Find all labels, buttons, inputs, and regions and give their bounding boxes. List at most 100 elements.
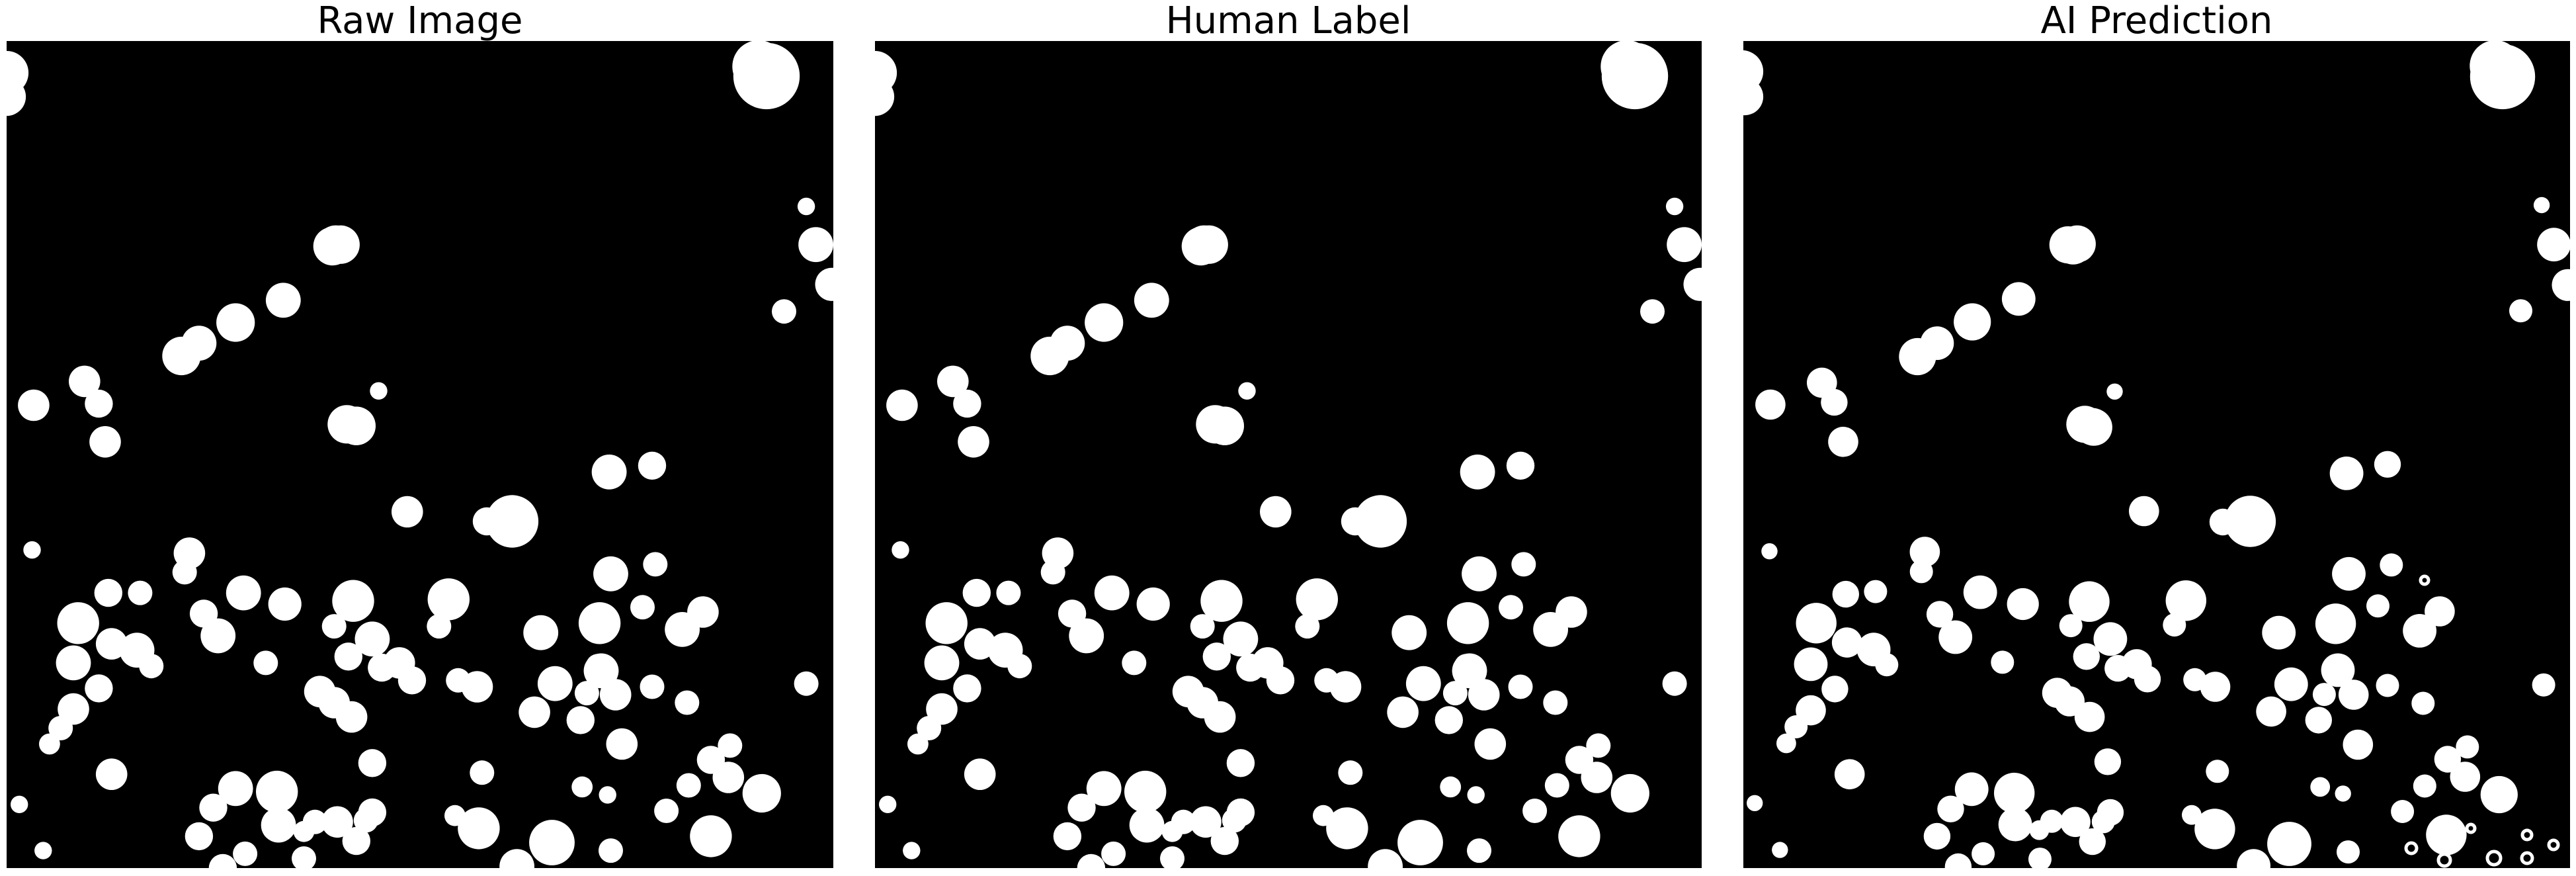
- particle: [1467, 786, 1485, 804]
- particle: [1462, 556, 1497, 591]
- prediction-artifact: [2520, 851, 2534, 865]
- particle: [1354, 495, 1407, 548]
- particle: [2343, 729, 2374, 760]
- particle: [427, 578, 470, 621]
- raw-image-canvas: [7, 41, 833, 868]
- particle: [875, 77, 895, 116]
- particle: [1200, 580, 1243, 622]
- particle: [2312, 683, 2336, 707]
- particle: [1161, 820, 1183, 842]
- particle: [2337, 840, 2360, 864]
- particle: [7, 77, 26, 116]
- particle: [907, 733, 929, 755]
- particle: [1499, 595, 1523, 620]
- particle: [583, 653, 619, 689]
- human-label-canvas: [875, 41, 1702, 868]
- particle: [1938, 620, 1973, 654]
- particle: [208, 854, 237, 868]
- particle: [370, 382, 388, 400]
- particle: [2060, 807, 2091, 838]
- particle: [335, 701, 368, 733]
- particle: [2182, 805, 2202, 825]
- particle: [56, 645, 91, 681]
- particle: [1094, 575, 1130, 611]
- ai-prediction-canvas: [1743, 41, 2570, 868]
- particle: [606, 728, 638, 760]
- particle: [2470, 44, 2536, 110]
- particle: [537, 666, 573, 701]
- particle: [675, 690, 700, 715]
- particle: [2237, 849, 2270, 868]
- particle: [1205, 406, 1244, 445]
- particle: [1460, 455, 1495, 490]
- particle: [1101, 841, 1126, 866]
- particle: [162, 336, 201, 376]
- particle: [2129, 496, 2159, 527]
- particle: [18, 389, 50, 421]
- particle: [2274, 667, 2308, 701]
- prediction-particles: [1743, 41, 2570, 868]
- particle: [1086, 771, 1122, 807]
- particle: [1007, 654, 1032, 679]
- particle: [1397, 820, 1443, 865]
- particle: [676, 773, 701, 798]
- particle: [2262, 615, 2296, 650]
- particle: [1341, 507, 1370, 536]
- particle: [1067, 793, 1096, 822]
- particle: [2069, 581, 2110, 622]
- particle: [89, 426, 121, 458]
- particle: [34, 842, 52, 859]
- particle: [1994, 772, 2035, 814]
- particle: [1667, 227, 1702, 263]
- particle: [1776, 733, 1796, 754]
- particle: [640, 674, 665, 699]
- particle: [2256, 696, 2286, 727]
- particle: [1442, 681, 1468, 706]
- particle: [599, 679, 632, 711]
- particle: [654, 799, 679, 823]
- particle: [1190, 806, 1222, 838]
- particle: [953, 674, 981, 703]
- particle: [2450, 762, 2481, 792]
- prediction-artifact: [2436, 852, 2452, 868]
- particle: [1909, 560, 1933, 584]
- particle: [2374, 451, 2401, 478]
- particle: [1446, 602, 1489, 644]
- particle: [1434, 706, 1463, 734]
- particle: [892, 541, 909, 559]
- ai-prediction-panel: [1743, 41, 2570, 868]
- particle: [23, 541, 41, 559]
- particle: [2411, 691, 2435, 715]
- particle: [638, 451, 667, 480]
- particle: [879, 795, 897, 814]
- particle: [1832, 580, 1859, 608]
- particle: [1747, 795, 1763, 812]
- particle: [1136, 587, 1170, 621]
- particle: [1864, 580, 1888, 603]
- prediction-artifact: [2547, 838, 2560, 852]
- human-label-title: Human Label: [1165, 0, 1411, 42]
- particle: [1743, 78, 1764, 116]
- particle: [58, 693, 89, 725]
- particle: [2509, 299, 2532, 323]
- particle: [1796, 603, 1837, 644]
- particle: [2532, 673, 2555, 697]
- particle: [1134, 283, 1169, 318]
- particle: [1405, 666, 1441, 701]
- particle: [2209, 508, 2237, 536]
- particle: [1226, 749, 1255, 777]
- particle: [2206, 760, 2229, 783]
- particle: [2073, 643, 2100, 670]
- particle: [593, 556, 628, 591]
- particle: [599, 838, 623, 863]
- particle: [2537, 228, 2570, 262]
- particle: [2165, 580, 2206, 621]
- particle: [172, 560, 197, 585]
- particle: [337, 406, 376, 445]
- particle: [1683, 267, 1702, 301]
- particle: [2366, 594, 2389, 618]
- particle: [1784, 715, 1808, 738]
- particle: [11, 795, 28, 814]
- raw-particles: [7, 41, 833, 868]
- particle: [268, 587, 302, 621]
